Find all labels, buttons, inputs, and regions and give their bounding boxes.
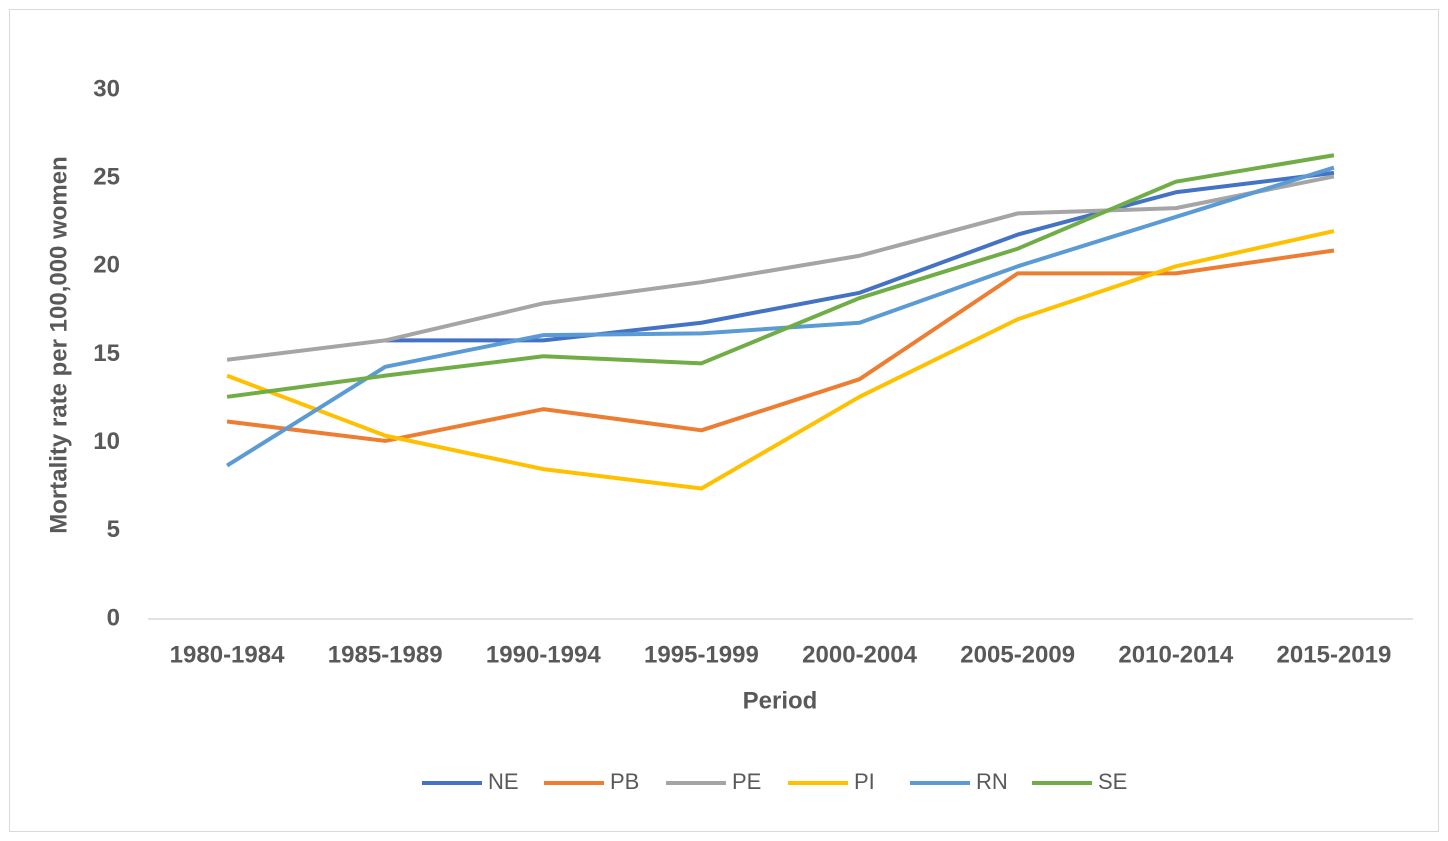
x-tick-label: 1995-1999 [644, 641, 759, 668]
series-line [226, 229, 1335, 491]
y-tick-label: 5 [107, 516, 120, 543]
y-axis-title: Mortality rate per 100,000 women [45, 156, 72, 533]
x-tick-label: 1990-1994 [486, 641, 601, 668]
y-tick-label: 15 [93, 340, 120, 367]
y-tick-label: 0 [107, 604, 120, 631]
x-tick-label: 2010-2014 [1118, 641, 1233, 668]
series-line [226, 174, 1335, 362]
series-line [226, 165, 1335, 468]
series-line [385, 170, 1335, 343]
chart-frame [9, 9, 1439, 832]
y-tick-label: 25 [93, 164, 120, 191]
legend-label: PI [854, 769, 875, 794]
y-tick-label: 10 [93, 428, 120, 455]
x-tick-label: 2000-2004 [802, 641, 917, 668]
legend-label: PE [732, 769, 761, 794]
legend-label: NE [488, 769, 519, 794]
x-tick-label: 2015-2019 [1277, 641, 1392, 668]
legend-label: RN [976, 769, 1008, 794]
y-tick-label: 20 [93, 252, 120, 279]
x-tick-label: 2005-2009 [960, 641, 1075, 668]
x-tick-label: 1980-1984 [170, 641, 285, 668]
x-tick-label: 1985-1989 [328, 641, 443, 668]
legend-label: PB [610, 769, 639, 794]
x-axis-title: Period [743, 687, 818, 714]
series-line [226, 153, 1335, 399]
legend-label: SE [1098, 769, 1127, 794]
y-tick-label: 30 [93, 75, 120, 102]
